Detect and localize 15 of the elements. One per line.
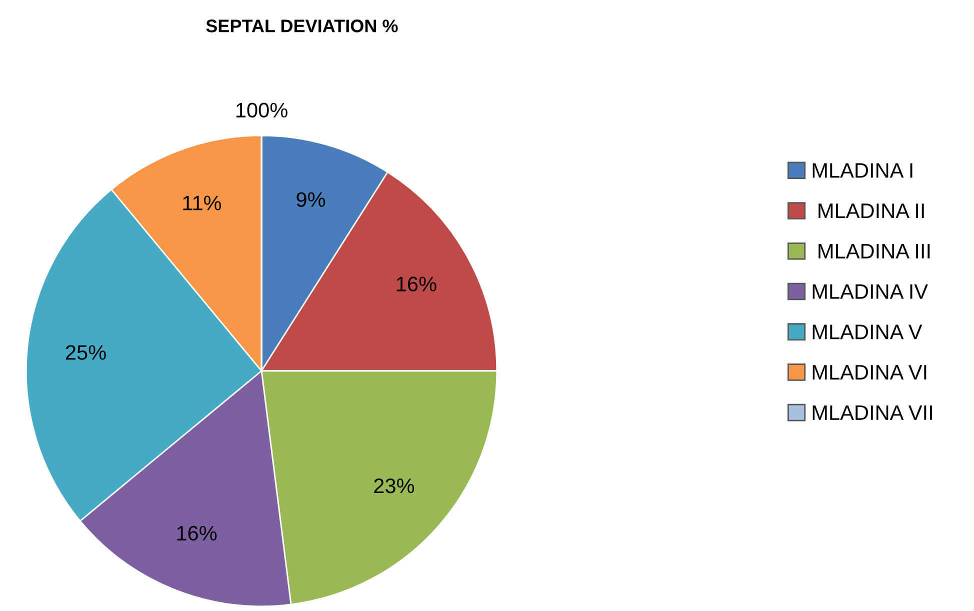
legend-label: MLADINA V [812, 324, 922, 340]
data-label: 25% [66, 345, 106, 360]
legend-label: MLADINA IV [812, 284, 928, 299]
legend-label: MLADINA I [812, 163, 912, 178]
data-label: 16% [396, 276, 436, 292]
data-label: 23% [374, 478, 414, 494]
legend-label: MLADINA VI [812, 365, 926, 380]
text: 100% [236, 102, 288, 118]
legend-label: MLADINA III [818, 244, 930, 258]
data-label: 11% [183, 196, 222, 210]
legend-label: MLADINA II [818, 204, 924, 218]
legend-label: MLADINA VII [812, 405, 932, 420]
data-label: 16% [177, 526, 217, 541]
data-label: 9% [296, 192, 326, 207]
chart-title: SEPTAL DEVIATION % [206, 20, 398, 32]
